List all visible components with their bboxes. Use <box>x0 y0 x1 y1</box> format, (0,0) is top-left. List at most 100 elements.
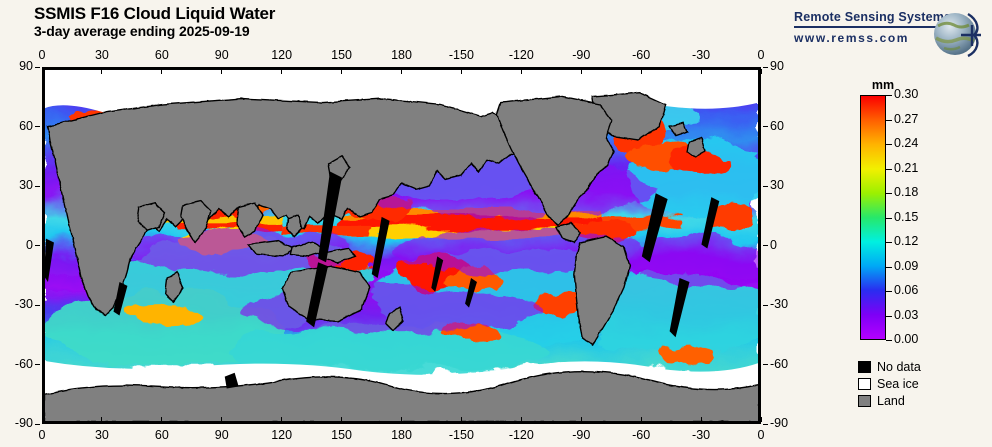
lon-tick-label: 120 <box>271 48 293 62</box>
lon-tick-mark <box>161 69 163 74</box>
lat-tick-mark <box>35 66 40 68</box>
page-title: SSMIS F16 Cloud Liquid Water <box>34 4 276 23</box>
lon-tick-mark <box>161 417 163 422</box>
lat-tick-label: 0 <box>26 237 33 252</box>
lon-tick-mark <box>700 69 702 74</box>
lon-tick-label: 90 <box>214 48 229 62</box>
lon-tick-label: 0 <box>38 428 46 442</box>
lat-tick-label: 90 <box>770 59 784 73</box>
lat-tick-mark <box>35 126 40 127</box>
lon-tick-label: -150 <box>448 48 474 62</box>
lon-tick-label: 30 <box>94 428 109 442</box>
legend-label: Land <box>877 393 905 408</box>
colorbar-tick-mark <box>886 340 892 341</box>
colorbar-tick-label: 0.06 <box>894 283 919 297</box>
legend-item: Sea ice <box>858 375 921 392</box>
lon-tick-mark <box>580 417 582 422</box>
lat-tick-label: -30 <box>770 297 789 311</box>
logo-company-name: Remote Sensing Systems <box>794 10 952 24</box>
lat-tick-mark <box>35 185 40 187</box>
lon-tick-mark <box>41 417 43 422</box>
lon-tick-label: -90 <box>572 48 591 62</box>
mask-legend: No data Sea ice Land <box>858 358 921 409</box>
lat-tick-label: -90 <box>14 416 33 430</box>
legend-item: No data <box>858 358 921 375</box>
logo-website-url: www.remss.com <box>794 31 910 45</box>
lon-tick-mark <box>760 69 762 74</box>
lon-tick-mark <box>401 417 402 422</box>
legend-swatch <box>858 360 871 373</box>
lat-tick-label: 0 <box>770 237 777 252</box>
lon-tick-label: -60 <box>632 428 651 442</box>
lon-tick-label: 60 <box>154 428 169 442</box>
lat-tick-mark <box>35 245 40 246</box>
lon-tick-mark <box>281 69 283 74</box>
lon-tick-mark <box>401 69 402 74</box>
lat-tick-mark <box>763 185 768 187</box>
lon-tick-label: -30 <box>692 48 711 62</box>
lat-tick-mark <box>763 245 768 246</box>
colorbar-tick-label: 0.27 <box>894 111 919 126</box>
lon-tick-label: 0 <box>38 48 46 62</box>
title-block: SSMIS F16 Cloud Liquid Water 3-day avera… <box>34 4 275 40</box>
colorbar-tick-label: 0.03 <box>894 307 919 322</box>
lat-tick-mark <box>35 423 40 425</box>
lat-tick-mark <box>35 304 40 306</box>
lon-tick-label: -30 <box>692 428 711 442</box>
lon-tick-label: 180 <box>391 48 412 62</box>
legend-label: No data <box>877 359 921 374</box>
lat-tick-label: 60 <box>19 118 33 133</box>
lon-tick-mark <box>760 417 762 422</box>
colorbar-tick-label: 0.12 <box>894 234 919 248</box>
legend-item: Land <box>858 392 921 409</box>
colorbar-unit-label: mm <box>871 78 895 92</box>
lon-tick-mark <box>460 69 462 74</box>
colorbar-tick-mark <box>886 291 892 292</box>
map-plot-area[interactable] <box>42 67 761 424</box>
lon-tick-mark <box>580 69 582 74</box>
lon-tick-label: 180 <box>391 428 412 442</box>
lat-tick-label: -30 <box>14 297 33 311</box>
lon-tick-label: 60 <box>154 48 169 62</box>
colorbar-gradient[interactable] <box>860 95 886 340</box>
cloud-liquid-water-map <box>44 69 759 422</box>
lon-tick-mark <box>101 417 103 422</box>
lat-tick-mark <box>763 126 768 127</box>
legend-label: Sea ice <box>877 376 919 391</box>
lon-tick-label: 150 <box>331 48 352 62</box>
lon-tick-label: -150 <box>448 428 474 442</box>
lon-tick-label: 30 <box>94 48 109 62</box>
colorbar-tick-label: 0.21 <box>894 160 919 175</box>
lon-tick-label: 0 <box>757 48 765 62</box>
lat-tick-label: -60 <box>14 356 33 371</box>
lon-tick-label: -60 <box>632 48 651 62</box>
lon-tick-mark <box>101 69 103 74</box>
lon-tick-mark <box>281 417 283 422</box>
colorbar-tick-mark <box>886 242 892 243</box>
lat-tick-mark <box>763 364 768 365</box>
lon-tick-mark <box>221 417 223 422</box>
lat-tick-label: -60 <box>770 356 789 371</box>
colorbar-tick-label: 0.15 <box>894 209 919 224</box>
colorbar-tick-mark <box>886 315 892 317</box>
lon-tick-label: 0 <box>757 428 765 442</box>
lon-tick-label: -120 <box>508 428 534 442</box>
remss-logo[interactable]: Remote Sensing Systems www.remss.com <box>794 10 984 62</box>
lat-tick-label: 90 <box>19 59 33 73</box>
lon-tick-label: -120 <box>508 48 534 62</box>
colorbar-tick-mark <box>886 119 892 121</box>
colorbar-tick-mark <box>886 168 892 170</box>
lon-tick-label: -90 <box>572 428 591 442</box>
lat-tick-label: -90 <box>770 416 789 430</box>
logo-divider <box>794 26 940 28</box>
lon-tick-mark <box>700 417 702 422</box>
colorbar-tick-mark <box>886 266 892 268</box>
colorbar-tick-label: 0.00 <box>894 332 919 346</box>
lat-tick-mark <box>35 364 40 365</box>
legend-swatch <box>858 394 871 407</box>
lon-tick-mark <box>41 69 43 74</box>
lat-tick-label: 60 <box>770 118 784 133</box>
colorbar-tick-mark <box>886 144 892 145</box>
lat-tick-mark <box>763 423 768 425</box>
colorbar-tick-label: 0.09 <box>894 258 919 273</box>
